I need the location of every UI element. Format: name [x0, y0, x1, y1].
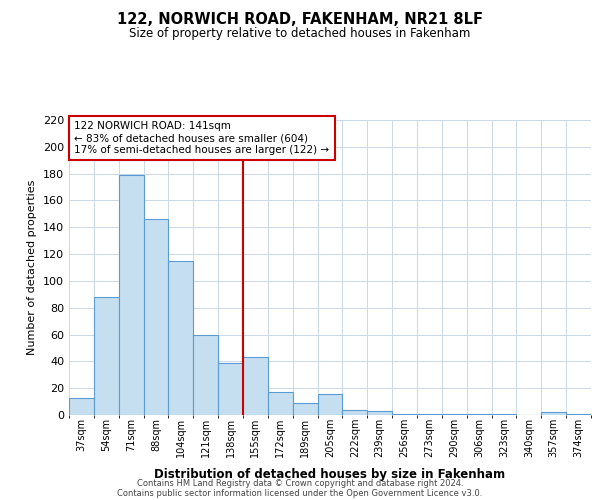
Bar	[143, 219, 169, 415]
Text: Size of property relative to detached houses in Fakenham: Size of property relative to detached ho…	[130, 28, 470, 40]
Bar	[317, 394, 343, 415]
Text: 122 NORWICH ROAD: 141sqm
← 83% of detached houses are smaller (604)
17% of semi-: 122 NORWICH ROAD: 141sqm ← 83% of detach…	[74, 122, 329, 154]
Bar	[94, 297, 119, 415]
Bar	[566, 414, 591, 415]
Text: Contains HM Land Registry data © Crown copyright and database right 2024.: Contains HM Land Registry data © Crown c…	[137, 478, 463, 488]
Bar	[169, 261, 193, 415]
Bar	[119, 175, 143, 415]
Bar	[417, 414, 442, 415]
Y-axis label: Number of detached properties: Number of detached properties	[28, 180, 37, 355]
Bar	[218, 362, 243, 415]
X-axis label: Distribution of detached houses by size in Fakenham: Distribution of detached houses by size …	[154, 468, 506, 481]
Bar	[343, 410, 367, 415]
Bar	[193, 334, 218, 415]
Bar	[442, 414, 467, 415]
Text: Contains public sector information licensed under the Open Government Licence v3: Contains public sector information licen…	[118, 488, 482, 498]
Bar	[541, 412, 566, 415]
Bar	[69, 398, 94, 415]
Bar	[491, 414, 517, 415]
Bar	[243, 358, 268, 415]
Bar	[467, 414, 491, 415]
Text: 122, NORWICH ROAD, FAKENHAM, NR21 8LF: 122, NORWICH ROAD, FAKENHAM, NR21 8LF	[117, 12, 483, 28]
Bar	[392, 414, 417, 415]
Bar	[367, 411, 392, 415]
Bar	[268, 392, 293, 415]
Bar	[293, 403, 317, 415]
